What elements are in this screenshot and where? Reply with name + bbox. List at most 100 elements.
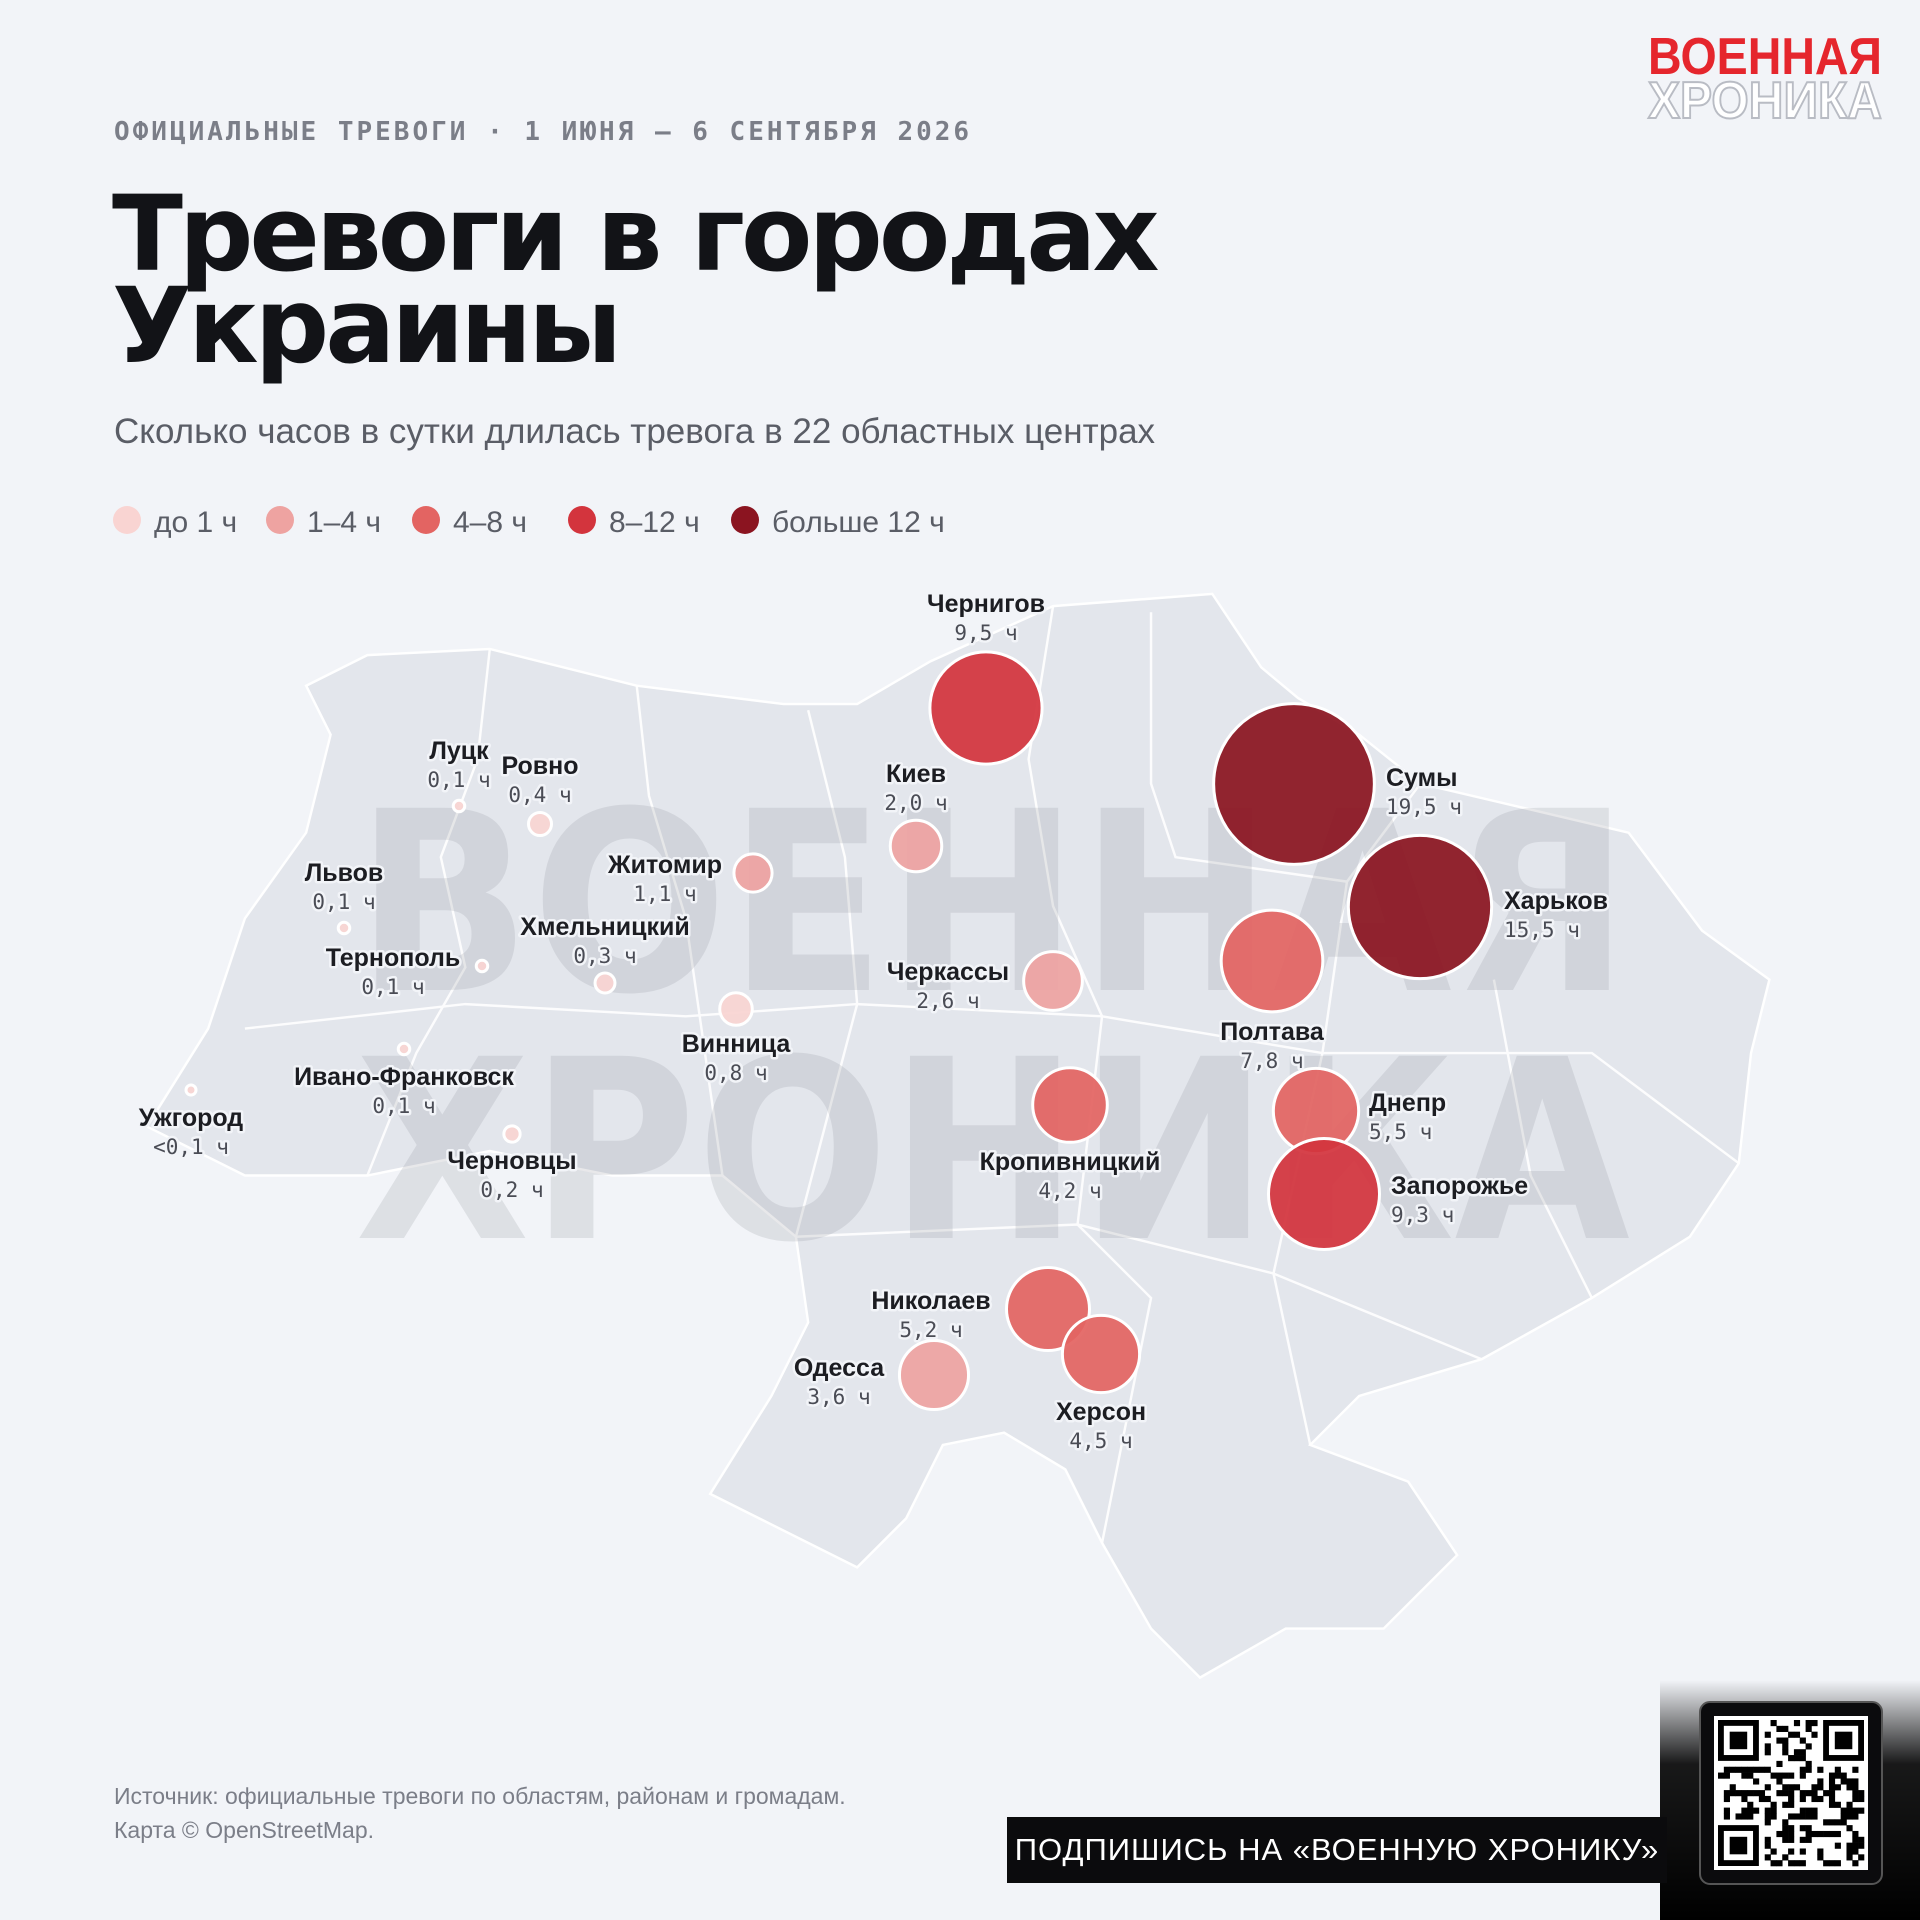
qr-module — [1852, 1848, 1859, 1855]
qr-module — [1799, 1737, 1806, 1744]
qr-finder — [1729, 1836, 1748, 1855]
qr-module — [1764, 1731, 1771, 1738]
qr-module — [1817, 1830, 1824, 1838]
qr-module — [1852, 1795, 1859, 1803]
qr-module — [1858, 1842, 1865, 1849]
qr-module — [1805, 1813, 1812, 1820]
qr-module — [1846, 1854, 1853, 1861]
qr-module — [1858, 1807, 1865, 1814]
qr-module — [1782, 1790, 1789, 1797]
qr-module — [1764, 1842, 1771, 1849]
qr-module — [1793, 1755, 1801, 1762]
qr-module — [1799, 1807, 1806, 1814]
qr-module — [1805, 1720, 1812, 1727]
qr-module — [1799, 1795, 1806, 1803]
qr-module — [1811, 1720, 1818, 1727]
qr-module — [1782, 1749, 1789, 1756]
qr-module — [1747, 1772, 1754, 1779]
city-name: Запорожье — [1391, 1172, 1528, 1200]
qr-module — [1776, 1860, 1783, 1867]
qr-module — [1741, 1766, 1748, 1773]
qr-module — [1799, 1848, 1806, 1855]
qr-module — [1793, 1784, 1801, 1791]
qr-finder — [1834, 1731, 1853, 1750]
qr-module — [1805, 1807, 1812, 1814]
legend-swatch — [412, 506, 440, 534]
qr-module — [1793, 1813, 1801, 1820]
city-name: Житомир — [607, 851, 722, 879]
qr-module — [1770, 1848, 1777, 1855]
city-value: 9,3 ч — [1391, 1203, 1454, 1227]
qr-module — [1828, 1801, 1836, 1808]
qr-module — [1782, 1743, 1789, 1750]
city-bubble — [1022, 950, 1084, 1012]
qr-module — [1788, 1801, 1795, 1808]
city-bubble — [451, 798, 467, 814]
city-value: 7,8 ч — [1240, 1049, 1303, 1073]
city-name: Киев — [886, 760, 946, 788]
city-bubble — [1031, 1066, 1109, 1144]
qr-module — [1741, 1790, 1748, 1797]
qr-module — [1840, 1778, 1847, 1785]
legend-swatch — [731, 506, 759, 534]
qr-module — [1729, 1766, 1736, 1773]
qr-module — [1764, 1836, 1771, 1843]
city-bubble — [593, 971, 617, 995]
qr-module — [1805, 1830, 1812, 1838]
city-bubble — [474, 958, 490, 974]
qr-module — [1747, 1807, 1754, 1814]
city-value: 15,5 ч — [1504, 918, 1580, 942]
qr-module — [1811, 1807, 1818, 1814]
qr-module — [1776, 1737, 1783, 1744]
qr-module — [1741, 1772, 1748, 1779]
qr-module — [1834, 1830, 1841, 1838]
city-bubble — [1219, 908, 1325, 1014]
qr-module — [1852, 1766, 1859, 1773]
qr-module — [1788, 1772, 1795, 1779]
qr-module — [1852, 1830, 1859, 1838]
qr-module — [1764, 1749, 1771, 1756]
qr-module — [1799, 1813, 1806, 1820]
city-value: 0,1 ч — [372, 1094, 435, 1118]
qr-module — [1788, 1848, 1795, 1855]
qr-module — [1735, 1790, 1742, 1797]
qr-module — [1799, 1836, 1806, 1843]
qr-module — [1741, 1807, 1748, 1814]
qr-code — [1718, 1720, 1865, 1867]
qr-module — [1729, 1784, 1736, 1791]
city-value: 3,6 ч — [807, 1385, 870, 1409]
city-value: 1,1 ч — [633, 882, 696, 906]
city-value: 4,5 ч — [1069, 1429, 1132, 1453]
qr-module — [1846, 1842, 1853, 1849]
qr-module — [1858, 1790, 1865, 1797]
qr-module — [1782, 1819, 1789, 1826]
qr-module — [1741, 1795, 1748, 1803]
qr-module — [1782, 1737, 1789, 1744]
qr-module — [1811, 1830, 1818, 1838]
city-name: Черновцы — [447, 1147, 576, 1175]
city-bubble — [1060, 1313, 1142, 1395]
qr-module — [1834, 1801, 1841, 1808]
legend: до 1 ч 1–4 ч 4–8 ч 8–12 ч больше 12 ч — [113, 506, 945, 539]
qr-module — [1811, 1731, 1818, 1738]
qr-module — [1811, 1813, 1818, 1820]
city-value: 0,3 ч — [573, 944, 636, 968]
qr-module — [1770, 1801, 1777, 1808]
subscribe-text: ПОДПИШИСЬ НА «ВОЕННУЮ ХРОНИКУ» — [1015, 1832, 1659, 1867]
qr-module — [1817, 1778, 1824, 1785]
qr-module — [1788, 1825, 1795, 1832]
qr-module — [1764, 1766, 1771, 1773]
qr-module — [1788, 1731, 1795, 1738]
qr-module — [1858, 1795, 1865, 1803]
city-value: 0,1 ч — [427, 768, 490, 792]
city-value: 0,2 ч — [480, 1178, 543, 1202]
city-name: Николаев — [871, 1287, 990, 1315]
city-bubble — [1266, 1136, 1382, 1252]
qr-module — [1776, 1830, 1783, 1838]
qr-module — [1776, 1790, 1783, 1797]
qr-module — [1817, 1784, 1824, 1791]
qr-module — [1770, 1807, 1777, 1814]
city-value: 5,2 ч — [899, 1318, 962, 1342]
city-name: Харьков — [1504, 887, 1608, 915]
city-bubble — [1346, 833, 1494, 981]
